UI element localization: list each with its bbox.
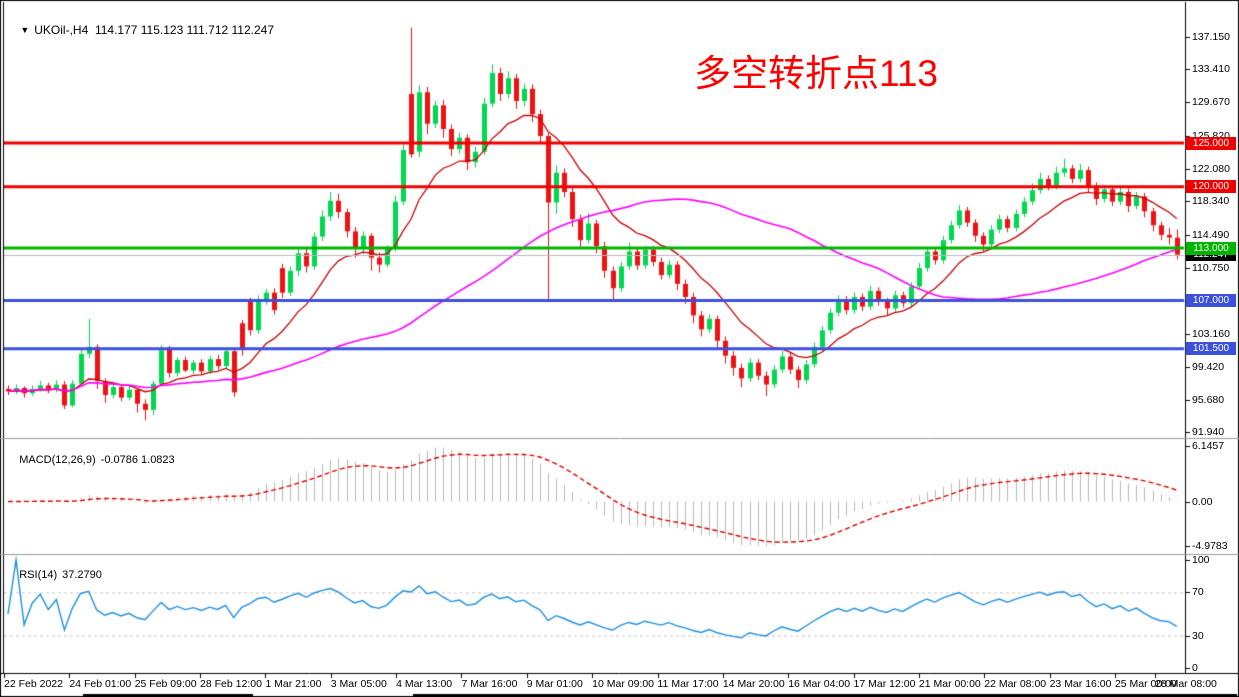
time-axis-label-9: 10 Mar 09:00 bbox=[592, 678, 655, 690]
price-badge-120.000: 120.000 bbox=[1186, 180, 1236, 194]
price-axis-label-122.080: 122.080 bbox=[1192, 162, 1230, 175]
time-axis-label-10: 11 Mar 17:00 bbox=[657, 678, 719, 690]
annotation-text[interactable]: 多空转折点113 bbox=[694, 53, 938, 94]
time-axis-label-3: 28 Feb 12:00 bbox=[200, 678, 262, 690]
price-axis-label-103.160: 103.160 bbox=[1192, 328, 1230, 341]
time-axis-label-14: 21 Mar 00:00 bbox=[918, 678, 981, 690]
symbol-quote-text: UKOil-,H4 114.177 115.123 111.712 112.24… bbox=[34, 23, 274, 37]
macd-values: -0.0786 1.0823 bbox=[100, 454, 175, 466]
time-axis-label-1: 24 Feb 01:00 bbox=[69, 678, 132, 690]
rsi-axis-label-70: 70 bbox=[1192, 586, 1204, 599]
rsi-name: RSI(14) bbox=[19, 569, 58, 581]
rsi-value: 37.2790 bbox=[62, 569, 102, 581]
time-axis-label-4: 1 Mar 21:00 bbox=[265, 678, 322, 690]
rsi-axis-label-0: 0 bbox=[1192, 662, 1198, 674]
price-axis-label-99.420: 99.420 bbox=[1192, 360, 1225, 373]
time-axis-label-7: 7 Mar 16:00 bbox=[461, 678, 518, 690]
price-axis-label-110.750: 110.750 bbox=[1192, 261, 1230, 274]
time-axis-label-0: 22 Feb 2022 bbox=[4, 678, 63, 690]
time-axis-label-5: 3 Mar 05:00 bbox=[330, 678, 387, 690]
rsi-axis-label-30: 30 bbox=[1192, 629, 1204, 642]
time-axis-label-16: 23 Mar 16:00 bbox=[1049, 678, 1112, 690]
price-badge-107.000: 107.000 bbox=[1186, 294, 1236, 307]
time-axis-label-2: 25 Feb 09:00 bbox=[134, 678, 197, 690]
price-badge-101.500: 101.500 bbox=[1186, 342, 1236, 356]
price-axis-label-133.410: 133.410 bbox=[1192, 63, 1230, 76]
macd-name: MACD(12,26,9) bbox=[19, 454, 96, 466]
price-axis-label-129.670: 129.670 bbox=[1192, 96, 1230, 109]
price-axis-label-95.680: 95.680 bbox=[1192, 393, 1225, 406]
symbol-title: ▼ UKOil-,H4 114.177 115.123 111.712 112.2… bbox=[7, 9, 274, 51]
time-axis-label-18: 28 Mar 08:00 bbox=[1155, 678, 1217, 690]
macd-axis-label-6.1457: 6.1457 bbox=[1192, 440, 1225, 453]
price-axis-label-91.940: 91.940 bbox=[1192, 426, 1225, 439]
time-axis-label-6: 4 Mar 13:00 bbox=[396, 678, 453, 690]
time-axis-label-17: 25 Mar 00:00 bbox=[1114, 678, 1177, 690]
price-badge-125.000: 125.000 bbox=[1186, 136, 1236, 150]
price-badge-113.000: 113.000 bbox=[1186, 241, 1236, 255]
time-axis-label-15: 22 Mar 08:00 bbox=[984, 678, 1047, 690]
price-axis-label-118.340: 118.340 bbox=[1192, 195, 1230, 208]
price-axis-label-137.150: 137.150 bbox=[1192, 30, 1230, 43]
price-axis-label-114.490: 114.490 bbox=[1192, 228, 1230, 241]
symbol-dropdown-icon[interactable]: ▼ bbox=[20, 25, 30, 35]
macd-axis-label--4.9783: -4.9783 bbox=[1192, 540, 1228, 553]
rsi-axis-label-100: 100 bbox=[1192, 554, 1210, 566]
time-axis-label-8: 9 Mar 01:00 bbox=[526, 678, 583, 690]
macd-indicator-label: MACD(12,26,9) -0.0786 1.0823 bbox=[7, 442, 175, 478]
rsi-indicator-label: RSI(14) 37.2790 bbox=[7, 557, 102, 593]
time-axis-label-13: 17 Mar 12:00 bbox=[853, 678, 916, 690]
macd-axis-label-0.00: 0.00 bbox=[1192, 495, 1213, 508]
time-axis-label-11: 14 Mar 20:00 bbox=[722, 678, 785, 690]
time-axis-label-12: 16 Mar 04:00 bbox=[788, 678, 851, 690]
